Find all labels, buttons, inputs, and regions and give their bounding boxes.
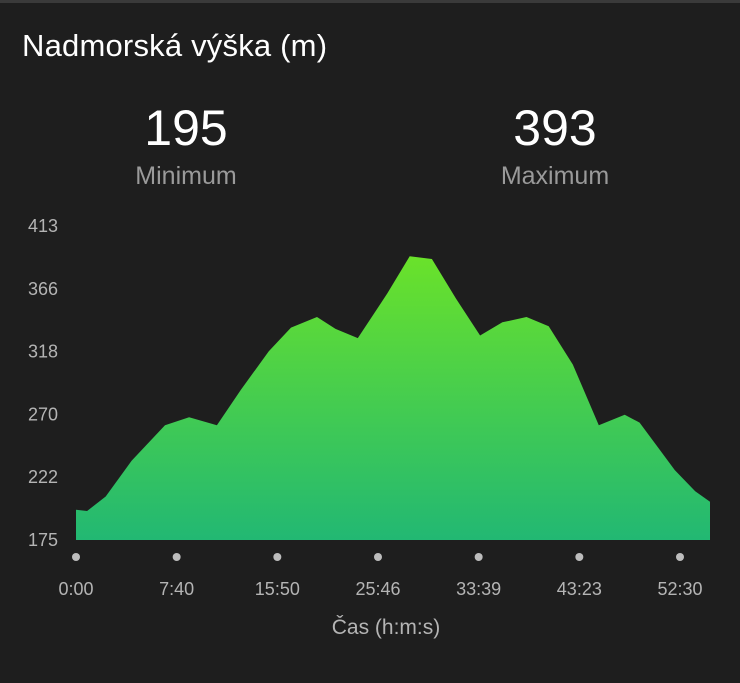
x-tick-label: 43:23: [557, 579, 602, 599]
x-tick-dot: [72, 553, 80, 561]
x-tick-dot: [575, 553, 584, 561]
x-tick-dot: [172, 553, 181, 561]
x-tick-dot: [273, 553, 282, 561]
y-tick-label: 175: [28, 530, 58, 550]
elevation-area: [76, 256, 710, 540]
x-tick-label: 7:40: [159, 579, 194, 599]
x-tick-dot: [676, 553, 684, 561]
minimum-value: 195: [144, 100, 228, 156]
y-tick-label: 413: [28, 216, 58, 236]
x-tick-label: 52:30: [657, 579, 702, 599]
page-title: Nadmorská výška (m): [22, 28, 328, 63]
x-tick-dot: [374, 553, 382, 561]
y-tick-label: 270: [28, 404, 58, 424]
maximum-label: Maximum: [500, 162, 610, 190]
y-tick-label: 366: [28, 279, 58, 299]
top-divider: [0, 0, 740, 3]
minimum-label: Minimum: [135, 162, 237, 190]
x-tick-label: 15:50: [255, 579, 300, 599]
x-tick-label: 25:46: [355, 579, 400, 599]
minimum-stat: 195 Minimum: [56, 100, 316, 191]
x-tick-dot: [474, 553, 483, 561]
maximum-value: 393: [513, 100, 597, 156]
x-tick-label: 0:00: [58, 579, 93, 599]
maximum-stat: 393 Maximum: [425, 100, 685, 191]
x-tick-label: 33:39: [456, 579, 501, 599]
x-axis-label: Čas (h:m:s): [332, 616, 441, 639]
y-tick-label: 318: [28, 342, 58, 362]
y-tick-label: 222: [28, 467, 58, 487]
